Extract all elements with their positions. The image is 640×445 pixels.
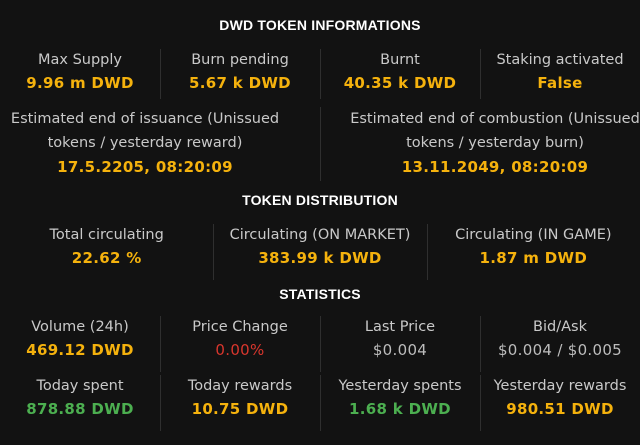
estimate-end-of-combustion: Estimated end of combustion (Unissued to… [320,107,640,181]
stat-value: $0.004 [372,341,428,359]
estimate-label-line2: tokens / yesterday burn) [406,135,584,151]
stat-value: 383.99 k DWD [258,249,382,267]
stat-value: 9.96 m DWD [26,74,134,92]
stat-label: Burn pending [191,52,289,68]
stat-value: 878.88 DWD [26,400,134,418]
stat-label: Today spent [36,378,124,394]
statistics-row-1: Volume (24h) 469.12 DWD Price Change 0.0… [0,316,640,372]
estimate-value: 17.5.2205, 08:20:09 [57,158,233,176]
stat-price-change: Price Change 0.00% [160,316,320,372]
estimate-end-of-issuance: Estimated end of issuance (Unissued toke… [0,107,320,181]
stat-label: Circulating (ON MARKET) [229,227,411,243]
stat-label: Last Price [364,319,436,335]
stat-label: Yesterday spents [338,378,462,394]
stat-value: 22.62 % [71,249,142,267]
estimate-label-line2: tokens / yesterday reward) [47,135,243,151]
estimate-label-line1: Estimated end of issuance (Unissued [10,111,280,127]
stat-label: Today rewards [187,378,293,394]
stat-burn-pending: Burn pending 5.67 k DWD [160,49,320,99]
informations-estimates-row: Estimated end of issuance (Unissued toke… [0,107,640,181]
stat-label: Bid/Ask [533,319,587,335]
stat-value: False [537,74,583,92]
distribution-stats-row: Total circulating 22.62 % Circulating (O… [0,224,640,280]
stat-label: Burnt [380,52,420,68]
stat-value: 0.00% [215,341,265,359]
estimate-value: 13.11.2049, 08:20:09 [401,158,589,176]
stat-today-rewards: Today rewards 10.75 DWD [160,375,320,431]
section-title-informations: DWD TOKEN INFORMATIONS [219,17,421,33]
stat-label: Yesterday rewards [493,378,627,394]
stat-bid-ask: Bid/Ask $0.004 / $0.005 [480,316,640,372]
statistics-row-2: Today spent 878.88 DWD Today rewards 10.… [0,375,640,431]
estimate-label-line1: Estimated end of combustion (Unissued [350,111,640,127]
stat-circulating-in-game: Circulating (IN GAME) 1.87 m DWD [426,224,640,280]
stat-yesterday-spents: Yesterday spents 1.68 k DWD [320,375,480,431]
stat-label: Volume (24h) [31,319,129,335]
stat-volume-24h: Volume (24h) 469.12 DWD [0,316,160,372]
stat-value: 40.35 k DWD [343,74,457,92]
stat-circulating-on-market: Circulating (ON MARKET) 383.99 k DWD [213,224,426,280]
stat-label: Total circulating [49,227,164,243]
stat-label: Max Supply [38,52,122,68]
stat-value: 1.68 k DWD [349,400,451,418]
stat-total-circulating: Total circulating 22.62 % [0,224,213,280]
stat-burnt: Burnt 40.35 k DWD [320,49,480,99]
stat-today-spent: Today spent 878.88 DWD [0,375,160,431]
stat-value: 5.67 k DWD [189,74,291,92]
stat-label: Staking activated [496,52,624,68]
section-title-statistics: STATISTICS [279,286,361,302]
stat-value: 1.87 m DWD [479,249,588,267]
stat-value: 10.75 DWD [191,400,289,418]
stat-value: 980.51 DWD [506,400,614,418]
stat-label: Price Change [192,319,288,335]
stat-yesterday-rewards: Yesterday rewards 980.51 DWD [480,375,640,431]
stat-staking-activated: Staking activated False [480,49,640,99]
informations-stats-row: Max Supply 9.96 m DWD Burn pending 5.67 … [0,49,640,99]
section-title-distribution: TOKEN DISTRIBUTION [242,192,398,208]
stat-value: 469.12 DWD [26,341,134,359]
stat-last-price: Last Price $0.004 [320,316,480,372]
stat-value: $0.004 / $0.005 [497,341,623,359]
stat-label: Circulating (IN GAME) [455,227,612,243]
stat-max-supply: Max Supply 9.96 m DWD [0,49,160,99]
